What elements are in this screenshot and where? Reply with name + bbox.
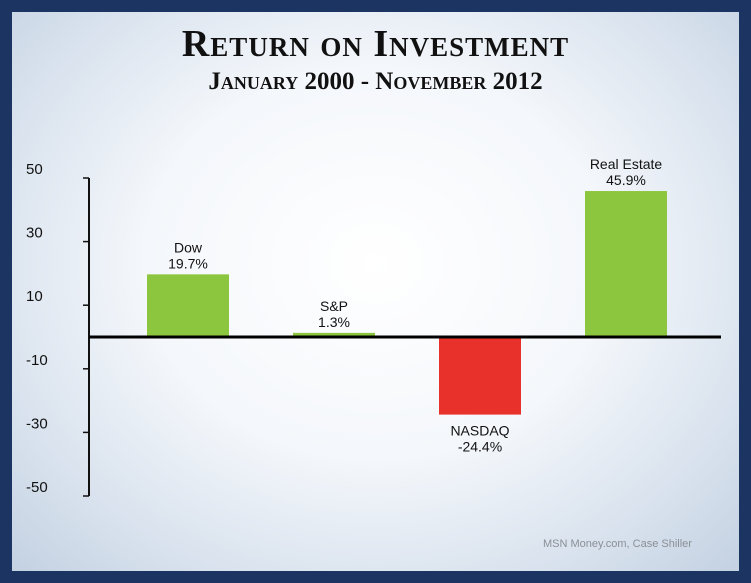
bar-category-label: Real Estate — [590, 156, 663, 172]
bar — [293, 332, 375, 337]
y-tick-label: -10 — [26, 352, 48, 369]
bar-category-label: NASDAQ — [450, 423, 509, 439]
y-tick-label: -30 — [26, 415, 48, 432]
bar — [439, 337, 521, 415]
bar-category-label: S&P — [320, 298, 348, 314]
bar-value-label: 45.9% — [606, 172, 646, 188]
source-note: MSN Money.com, Case Shiller — [543, 538, 692, 550]
y-tick-label: 50 — [26, 161, 43, 178]
bar-value-label: 1.3% — [318, 314, 350, 330]
bar — [585, 191, 667, 337]
bar-value-label: 19.7% — [168, 255, 208, 271]
bar-category-label: Dow — [174, 239, 203, 255]
bar — [147, 274, 229, 337]
bar-value-label: -24.4% — [458, 439, 502, 455]
y-tick-label: -50 — [26, 479, 48, 496]
chart-title: Return on Investment — [181, 23, 570, 65]
chart-subtitle: January 2000 - November 2012 — [208, 68, 543, 95]
y-tick-label: 30 — [26, 225, 43, 242]
y-tick-label: 10 — [26, 288, 43, 305]
